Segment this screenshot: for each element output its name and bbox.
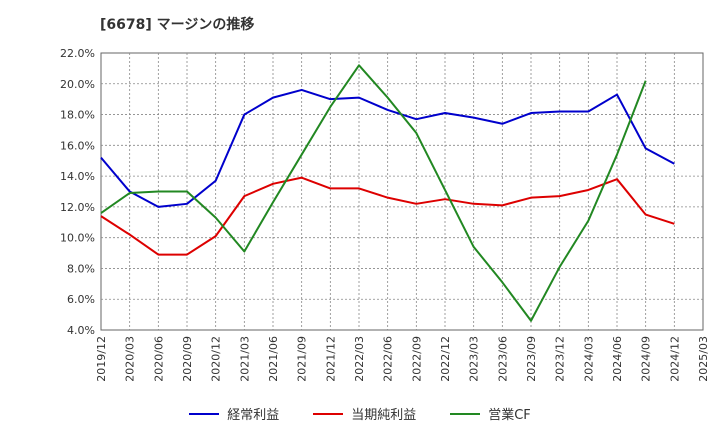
legend-swatch: [313, 412, 344, 415]
y-tick-label: 10.0%: [60, 232, 95, 245]
x-tick-label: 2023/03: [468, 336, 481, 382]
plot-area: [100, 52, 704, 331]
legend-swatch: [189, 412, 220, 415]
series-line-2: [100, 64, 647, 322]
x-tick-label: 2021/06: [267, 336, 280, 382]
chart-legend: 経常利益 当期純利益 営業CF: [0, 404, 720, 423]
legend-label: 経常利益: [227, 408, 280, 423]
y-tick-label: 6.0%: [67, 293, 95, 306]
x-tick-label: 2022/12: [439, 336, 452, 382]
x-tick-label: 2022/09: [410, 336, 423, 382]
x-tick-label: 2024/03: [582, 336, 595, 382]
y-tick-label: 12.0%: [60, 201, 95, 214]
y-tick-label: 18.0%: [60, 109, 95, 122]
legend-label: 営業CF: [488, 408, 531, 423]
x-tick-label: 2022/03: [353, 336, 366, 382]
y-tick-label: 14.0%: [60, 170, 95, 183]
legend-label: 当期純利益: [351, 408, 417, 423]
x-tick-label: 2024/06: [611, 336, 624, 382]
y-tick-label: 8.0%: [67, 262, 95, 275]
y-tick-label: 22.0%: [60, 47, 95, 60]
x-tick-label: 2023/12: [554, 336, 567, 382]
series-line-1: [100, 176, 675, 256]
x-tick-label: 2023/09: [525, 336, 538, 382]
series-line-0: [100, 88, 675, 208]
legend-item-0: 経常利益: [189, 404, 279, 423]
x-tick-label: 2021/12: [324, 336, 337, 382]
legend-swatch: [450, 412, 481, 415]
x-tick-label: 2020/03: [124, 336, 137, 382]
x-tick-label: 2021/09: [296, 336, 309, 382]
x-tick-label: 2024/12: [668, 336, 681, 382]
x-tick-label: 2020/12: [210, 336, 223, 382]
x-tick-label: 2022/06: [382, 336, 395, 382]
x-tick-label: 2025/03: [697, 336, 710, 382]
y-tick-label: 20.0%: [60, 78, 95, 91]
x-tick-label: 2020/09: [181, 336, 194, 382]
x-tick-label: 2024/09: [640, 336, 653, 382]
legend-item-2: 営業CF: [450, 404, 531, 423]
y-tick-label: 16.0%: [60, 139, 95, 152]
x-tick-label: 2021/03: [238, 336, 251, 382]
y-tick-label: 4.0%: [67, 324, 95, 337]
chart-title: [6678] マージンの推移: [100, 17, 255, 33]
x-tick-label: 2020/06: [152, 336, 165, 382]
x-tick-label: 2019/12: [95, 336, 108, 382]
x-tick-label: 2023/06: [496, 336, 509, 382]
legend-item-1: 当期純利益: [313, 404, 416, 423]
